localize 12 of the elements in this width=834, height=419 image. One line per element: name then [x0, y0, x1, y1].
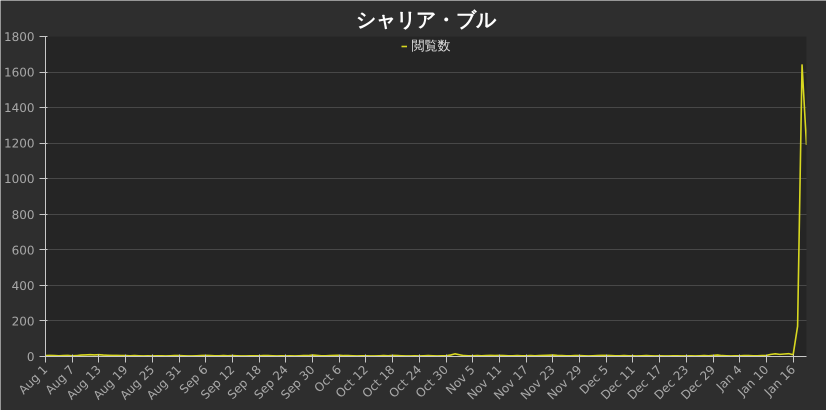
- y-tick-label: 600: [12, 243, 34, 258]
- y-tick-label: 1400: [4, 101, 35, 116]
- y-tick-label: 1000: [4, 172, 35, 186]
- y-tick-label: 0: [26, 350, 35, 364]
- y-tick-label: 400: [12, 278, 34, 293]
- chart-title: シャリア・ブル: [356, 8, 497, 32]
- y-tick-label: 200: [12, 314, 34, 328]
- y-tick-label: 1800: [4, 30, 35, 44]
- y-tick-label: 1200: [4, 136, 35, 151]
- legend-label: 閲覧数: [412, 38, 450, 55]
- y-tick-label: 1600: [4, 66, 35, 80]
- y-tick-label: 800: [12, 208, 34, 222]
